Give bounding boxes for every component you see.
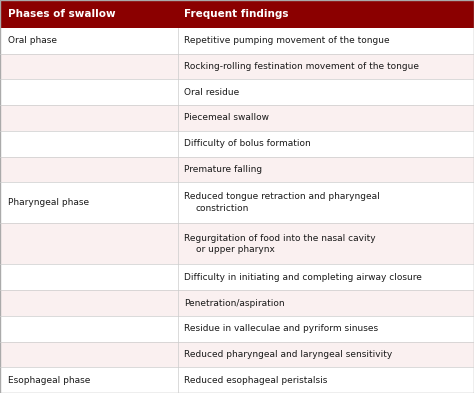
Text: Repetitive pumping movement of the tongue: Repetitive pumping movement of the tongu… xyxy=(184,36,389,45)
Text: Penetration/aspiration: Penetration/aspiration xyxy=(184,299,284,308)
Text: Premature falling: Premature falling xyxy=(184,165,262,174)
Bar xyxy=(0,342,474,367)
Bar xyxy=(0,182,474,223)
Text: Oral residue: Oral residue xyxy=(184,88,239,97)
Bar xyxy=(0,290,474,316)
Text: or upper pharynx: or upper pharynx xyxy=(196,245,274,254)
Text: Frequent findings: Frequent findings xyxy=(184,9,288,19)
Text: Reduced esophageal peristalsis: Reduced esophageal peristalsis xyxy=(184,376,327,385)
Text: Difficulty in initiating and completing airway closure: Difficulty in initiating and completing … xyxy=(184,273,422,282)
Text: constriction: constriction xyxy=(196,204,249,213)
Bar xyxy=(0,316,474,342)
Text: Residue in valleculae and pyriform sinuses: Residue in valleculae and pyriform sinus… xyxy=(184,324,378,333)
Text: Phases of swallow: Phases of swallow xyxy=(8,9,115,19)
Bar xyxy=(0,131,474,156)
Text: Pharyngeal phase: Pharyngeal phase xyxy=(8,198,89,207)
Text: Reduced tongue retraction and pharyngeal: Reduced tongue retraction and pharyngeal xyxy=(184,193,380,202)
Text: Piecemeal swallow: Piecemeal swallow xyxy=(184,114,269,123)
Text: Oral phase: Oral phase xyxy=(8,36,57,45)
Text: Regurgitation of food into the nasal cavity: Regurgitation of food into the nasal cav… xyxy=(184,233,375,242)
Text: Difficulty of bolus formation: Difficulty of bolus formation xyxy=(184,139,310,148)
Text: Esophageal phase: Esophageal phase xyxy=(8,376,90,385)
Bar xyxy=(0,367,474,393)
Bar xyxy=(0,28,474,54)
Bar xyxy=(0,79,474,105)
Bar xyxy=(0,264,474,290)
Bar xyxy=(0,54,474,79)
Text: Reduced pharyngeal and laryngeal sensitivity: Reduced pharyngeal and laryngeal sensiti… xyxy=(184,350,392,359)
Bar xyxy=(0,156,474,182)
Bar xyxy=(0,223,474,264)
Bar xyxy=(0,105,474,131)
Text: Rocking-rolling festination movement of the tongue: Rocking-rolling festination movement of … xyxy=(184,62,419,71)
Bar xyxy=(0,0,474,28)
